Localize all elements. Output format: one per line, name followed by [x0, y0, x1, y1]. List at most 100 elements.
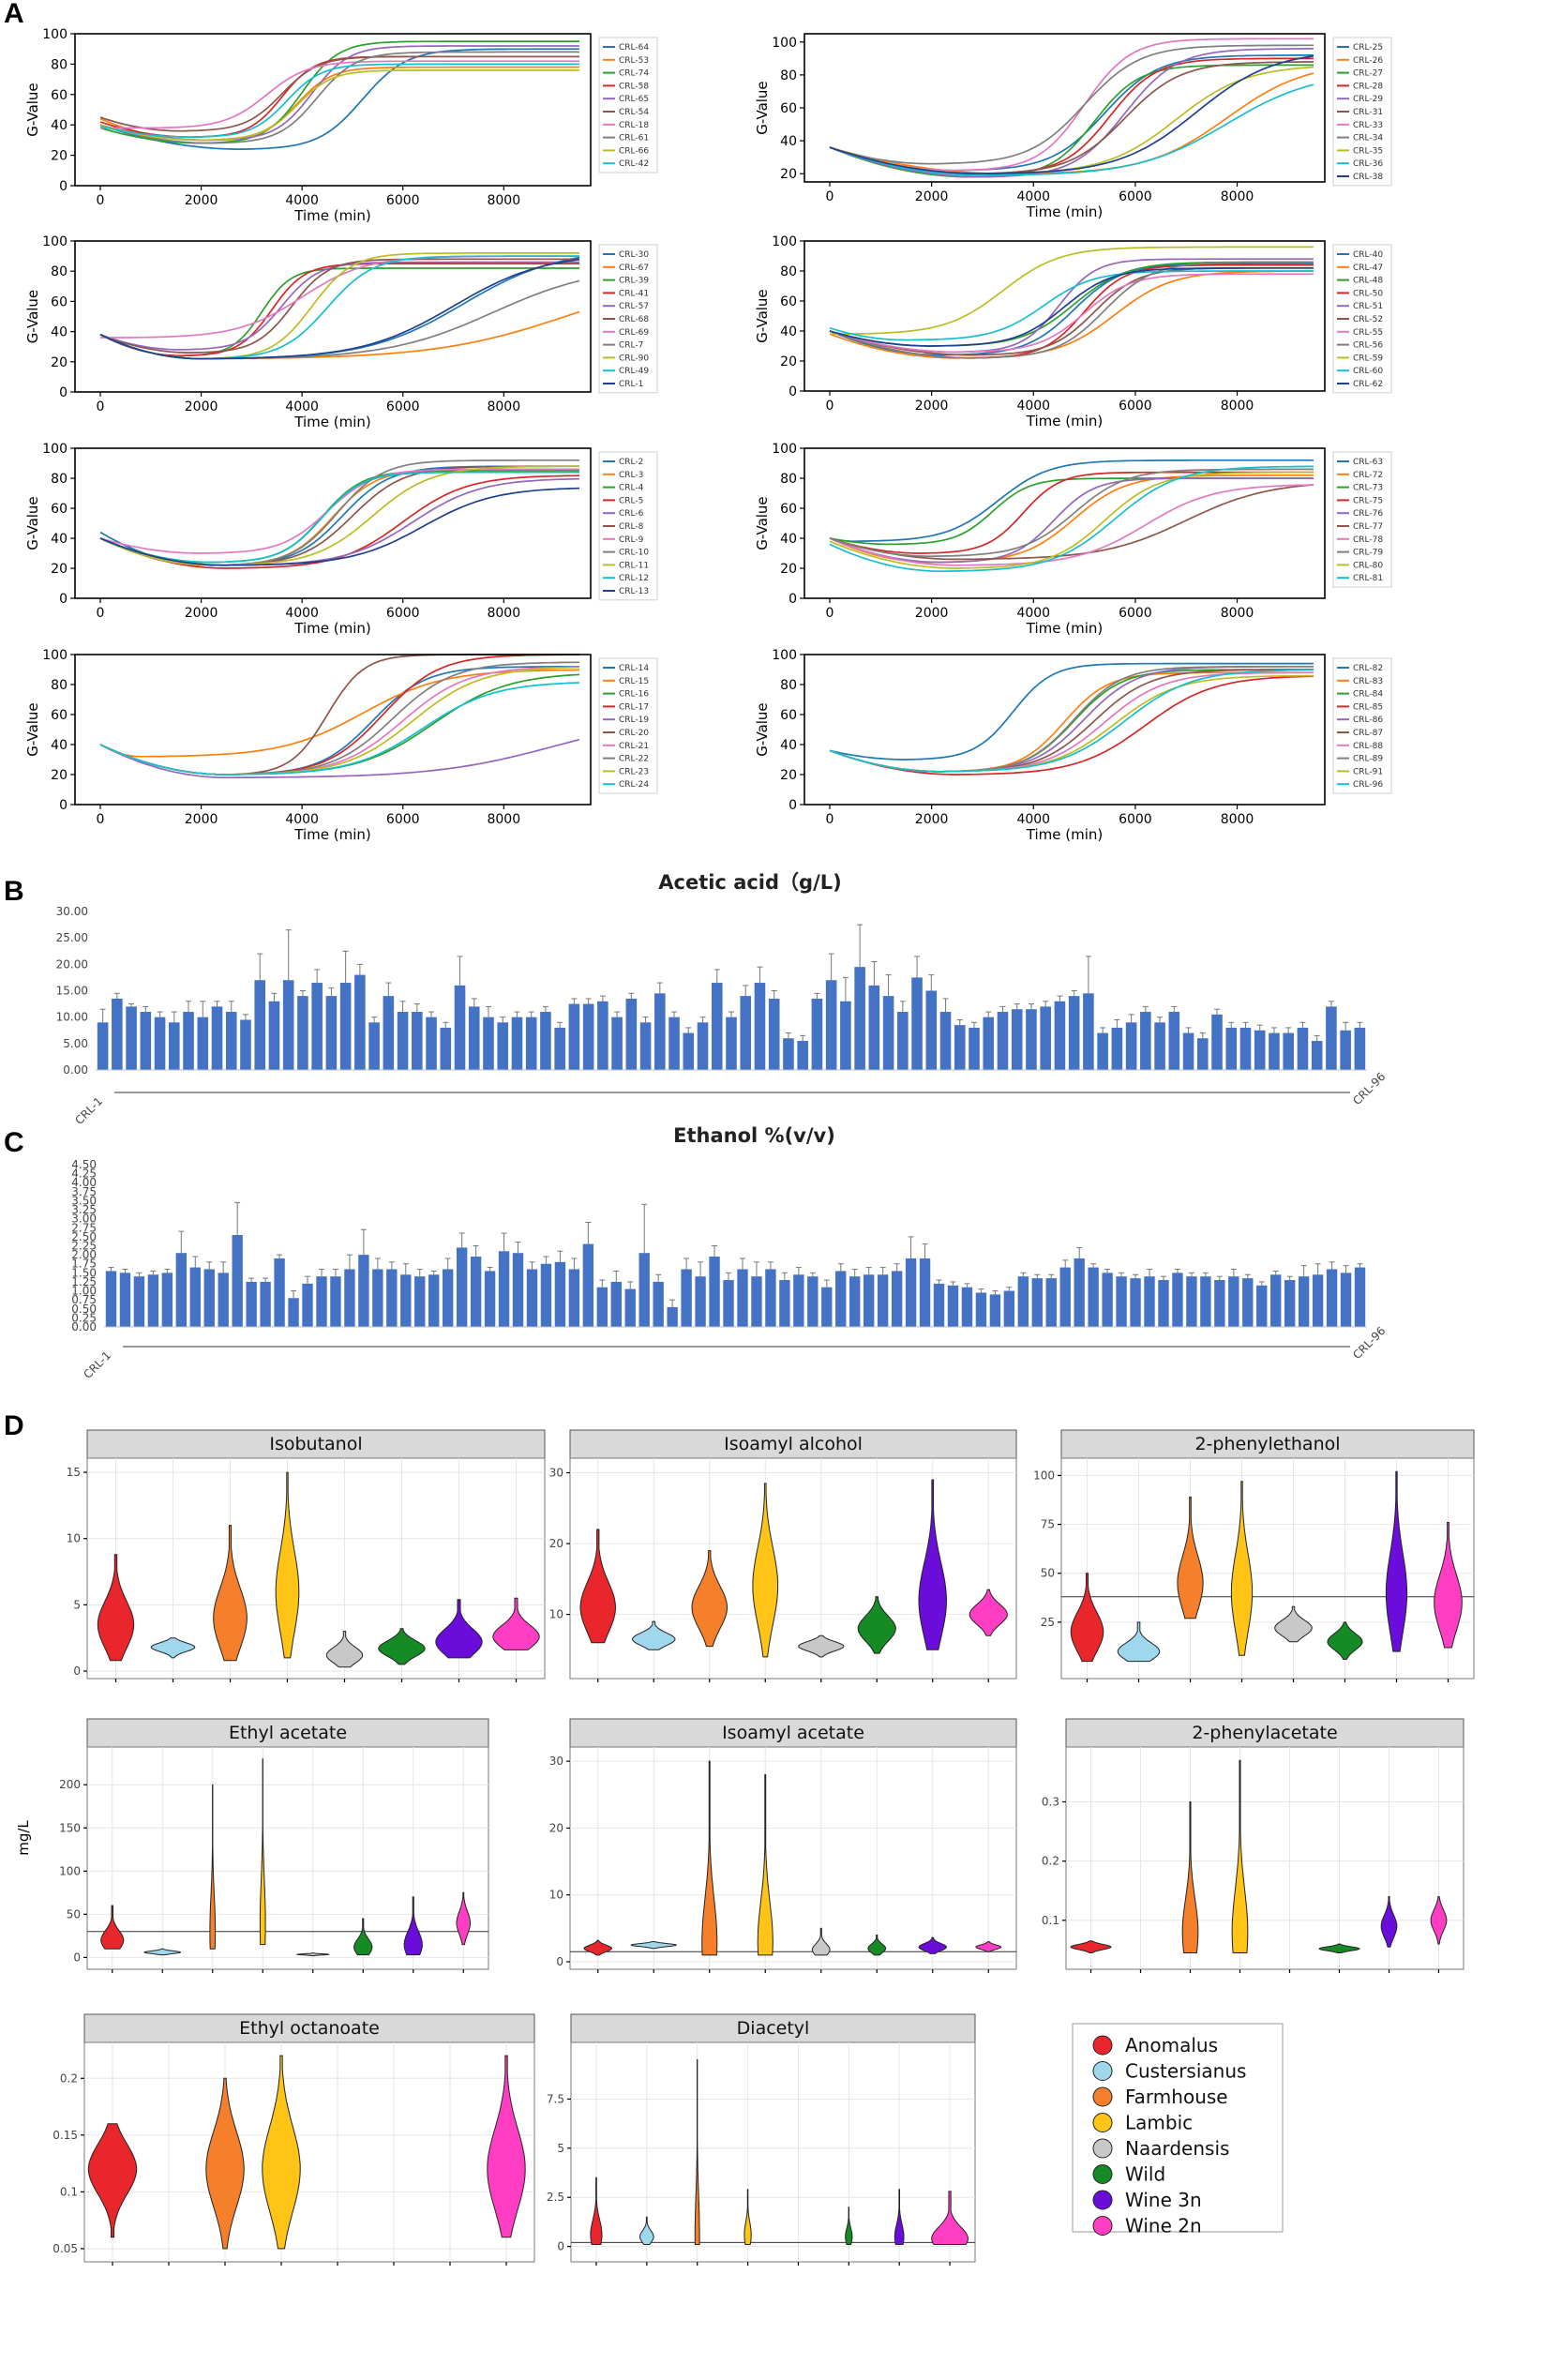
bar [254, 980, 266, 1070]
legend-label: CRL-22 [619, 755, 649, 764]
y-tick-label: 80 [51, 678, 68, 693]
y-tick-label: 60 [51, 88, 68, 103]
x-tick-label: 6000 [386, 606, 420, 621]
bar [97, 1022, 109, 1070]
y-tick-label: 10.00 [56, 1011, 88, 1024]
y-tick-label: 100 [772, 442, 797, 457]
y-tick-label: 10 [67, 1532, 81, 1545]
violin-shape [1230, 1481, 1254, 1656]
bar [1326, 1006, 1337, 1070]
violin-shape [975, 1941, 1002, 1952]
bar [582, 1003, 594, 1070]
bar [1256, 1285, 1268, 1327]
growth-series-line [99, 468, 579, 554]
violin-shape [492, 1597, 540, 1650]
bar [274, 1258, 285, 1327]
y-tick-label: 40 [780, 738, 797, 753]
bar [737, 1269, 748, 1327]
y-tick-label: 5.00 [63, 1037, 88, 1050]
y-tick-label: 1.25 [71, 1275, 97, 1288]
bar [1116, 1276, 1127, 1327]
violin-shape [1181, 1801, 1199, 1953]
y-tick-label: 60 [51, 708, 68, 723]
legend-label: CRL-2 [619, 458, 643, 467]
y-tick-label: 80 [780, 68, 797, 83]
bar [624, 1288, 636, 1327]
bar [197, 1017, 209, 1070]
legend-label: CRL-12 [619, 574, 649, 583]
bar [1326, 1269, 1338, 1327]
bar [154, 1017, 166, 1070]
bar [854, 967, 865, 1070]
y-tick-label: 1.50 [71, 1266, 97, 1279]
y-tick-label: 0.1 [60, 2185, 78, 2198]
bar [1340, 1273, 1352, 1327]
legend-label: CRL-31 [1353, 108, 1383, 117]
legend-label: CRL-15 [619, 677, 649, 686]
bar [1026, 1009, 1037, 1070]
violin-shape [378, 1628, 426, 1665]
bar [1186, 1276, 1197, 1327]
bar [695, 1276, 706, 1327]
legend-label: CRL-73 [1353, 484, 1383, 493]
x-axis-label: Time (min) [1026, 203, 1103, 220]
x-tick-label: 2000 [185, 812, 218, 827]
bar [211, 1006, 223, 1070]
legend-label: CRL-77 [1353, 522, 1383, 532]
bar [905, 1258, 917, 1327]
legend-label: CRL-41 [619, 289, 649, 298]
y-tick-label: 4.50 [71, 1158, 97, 1171]
violin-chart-d1: Isobutanol 0 5 10 15 [67, 1429, 546, 1682]
growth-series-line [829, 270, 1314, 359]
legend-label: CRL-85 [1353, 702, 1383, 712]
growth-series-line [829, 64, 1314, 178]
bar [232, 1234, 243, 1327]
x-tick-label: 8000 [1221, 189, 1254, 204]
legend-label: Lambic [1125, 2112, 1193, 2134]
y-tick-label: 0 [59, 385, 68, 400]
legend-label: Farmhouse [1125, 2086, 1228, 2108]
violin-chart-d7: Ethyl octanoate 0.05 0.1 0.15 0.2 [53, 2013, 535, 2266]
bar [383, 996, 395, 1070]
facet-strip [1065, 1718, 1464, 1748]
legend-label: CRL-65 [619, 95, 649, 104]
x-tick-label: 8000 [487, 193, 520, 208]
legend-label: CRL-20 [619, 729, 649, 738]
violin-shape [209, 1784, 217, 1950]
bar [1297, 1027, 1309, 1070]
bar [105, 1271, 117, 1327]
x-tick-label: 6000 [1119, 399, 1152, 414]
growth-series-line [99, 258, 579, 354]
y-tick-label: 25 [1041, 1616, 1055, 1629]
panel-c-ethanol: Ethanol %(v/v)0.000.250.500.751.001.251.… [71, 1124, 1388, 1381]
growth-series-line [99, 63, 579, 139]
legend-label: CRL-84 [1353, 690, 1383, 700]
violin-shape [1117, 1621, 1161, 1663]
bar [344, 1269, 355, 1327]
legend-label: CRL-61 [619, 134, 649, 143]
growth-series-line [829, 83, 1314, 176]
violin-shape [918, 1936, 947, 1954]
y-tick-label: 2.00 [71, 1248, 97, 1261]
legend-label: CRL-83 [1353, 677, 1383, 686]
violin-shape [630, 1941, 677, 1950]
violin-shape [275, 1471, 300, 1659]
bar [1284, 1280, 1296, 1327]
panel-d-violins: Isobutanol 0 5 10 15 Isoamyl alcohol 10 20 30 2-p… [15, 1429, 1475, 2266]
legend-label: CRL-56 [1353, 341, 1383, 351]
y-tick-label: 10 [549, 1889, 563, 1902]
legend-dot [1092, 2086, 1113, 2107]
growth-series-line [99, 470, 579, 564]
bar [610, 1281, 622, 1327]
x-tick-label: 4000 [1016, 606, 1050, 621]
growth-series-line [99, 682, 580, 776]
bar [1298, 1276, 1310, 1327]
plot-frame [74, 33, 592, 187]
legend-label: CRL-25 [1353, 43, 1383, 53]
bar [1168, 1012, 1180, 1070]
y-tick-label: 0 [59, 592, 68, 607]
bar [1088, 1267, 1099, 1327]
legend-dot [1092, 2216, 1113, 2236]
legend-label: CRL-63 [1353, 458, 1383, 467]
